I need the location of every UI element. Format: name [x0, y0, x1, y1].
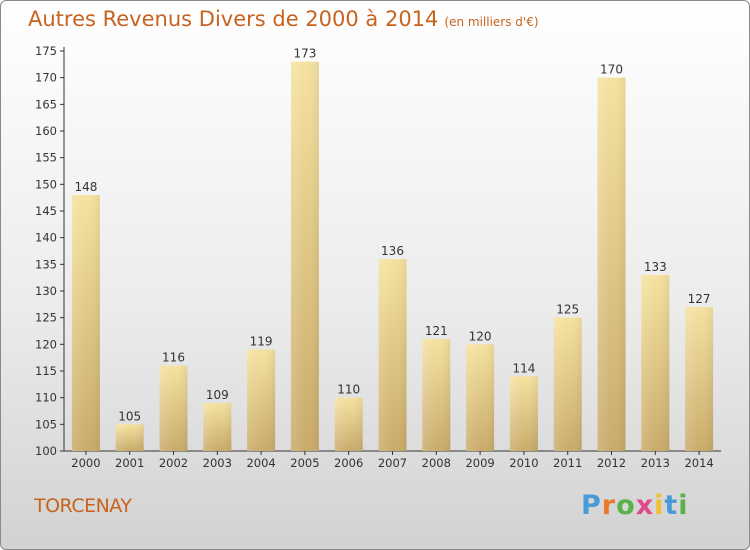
data-label: 148	[74, 180, 97, 194]
logo-letter: i	[678, 490, 689, 521]
x-tick-label: 2004	[246, 456, 275, 470]
y-tick-label: 130	[35, 284, 57, 298]
y-tick-label: 115	[35, 364, 57, 378]
bar-shading	[466, 344, 495, 451]
y-tick-label: 165	[35, 97, 57, 111]
x-tick-label: 2001	[115, 456, 144, 470]
bar-shading	[71, 195, 100, 451]
bar-shading	[159, 365, 188, 451]
x-tick-label: 2008	[422, 456, 451, 470]
y-tick-label: 105	[35, 417, 57, 431]
bar-shading	[334, 397, 363, 451]
y-tick-label: 100	[35, 444, 57, 458]
data-label: 114	[512, 361, 535, 375]
chart-subtitle: (en milliers d'€)	[444, 15, 539, 29]
data-label: 116	[162, 351, 185, 365]
x-tick-label: 2012	[597, 456, 626, 470]
data-label: 125	[556, 303, 579, 317]
y-tick-label: 150	[35, 177, 57, 191]
data-label: 136	[381, 244, 404, 258]
logo-letter: i	[654, 490, 665, 521]
y-tick-label: 110	[35, 391, 57, 405]
logo-letter: t	[664, 490, 679, 521]
title-line: Autres Revenus Divers de 2000 à 2014 (en …	[28, 7, 539, 31]
data-label: 173	[293, 47, 316, 61]
bar-shading	[553, 317, 582, 451]
x-tick-label: 2009	[465, 456, 494, 470]
data-label: 120	[469, 329, 492, 343]
axes: 100 105 110 115 120 125 130 135 140 145 150 155 160 1…	[35, 44, 721, 470]
y-tick-label: 155	[35, 151, 57, 165]
x-tick-label: 2006	[334, 456, 363, 470]
bar-shading	[378, 259, 407, 451]
logo-letter: P	[581, 490, 602, 521]
x-tick-label: 2007	[378, 456, 407, 470]
bar-shading	[509, 376, 538, 451]
x-tick-label: 2005	[290, 456, 319, 470]
x-tick-label: 2002	[159, 456, 188, 470]
y-tick-label: 120	[35, 337, 57, 351]
logo-letter: r	[601, 490, 617, 521]
data-label: 105	[118, 409, 141, 423]
y-tick-label: 160	[35, 124, 57, 138]
x-tick-label: 2011	[553, 456, 582, 470]
proxiti-logo: Proxiti	[581, 490, 689, 521]
x-tick-label: 2013	[641, 456, 670, 470]
bar-shading	[422, 339, 451, 451]
bar-shading	[641, 275, 670, 451]
bar-shading	[247, 349, 276, 451]
logo-letter: x	[635, 490, 655, 521]
y-tick-label: 175	[35, 44, 57, 58]
data-label: 110	[337, 383, 360, 397]
data-label: 170	[600, 63, 623, 77]
x-tick-label: 2014	[684, 456, 713, 470]
data-label: 133	[644, 260, 667, 274]
data-label: 109	[206, 388, 229, 402]
data-label: 127	[688, 292, 711, 306]
y-tick-label: 170	[35, 71, 57, 85]
x-tick-label: 2010	[509, 456, 538, 470]
bars	[71, 61, 714, 452]
y-tick-label: 140	[35, 231, 57, 245]
x-tick-label: 2003	[203, 456, 232, 470]
bar-shading	[597, 77, 626, 452]
y-tick-label: 135	[35, 257, 57, 271]
bar-shading	[203, 403, 232, 451]
data-label: 121	[425, 324, 448, 338]
chart-title: Autres Revenus Divers de 2000 à 2014	[28, 7, 439, 31]
y-tick-label: 145	[35, 204, 57, 218]
x-tick-label: 2000	[71, 456, 100, 470]
data-label: 119	[250, 335, 273, 349]
bar-shading	[685, 307, 714, 451]
place-name: TORCENAY	[34, 495, 132, 517]
data-labels: 148 105 116 109 119 173 110 136 121 120 114 125 170 1…	[74, 47, 710, 424]
bar-shading	[115, 424, 144, 451]
bar-shading	[290, 61, 319, 452]
logo-letter: o	[616, 490, 636, 521]
y-tick-label: 125	[35, 311, 57, 325]
